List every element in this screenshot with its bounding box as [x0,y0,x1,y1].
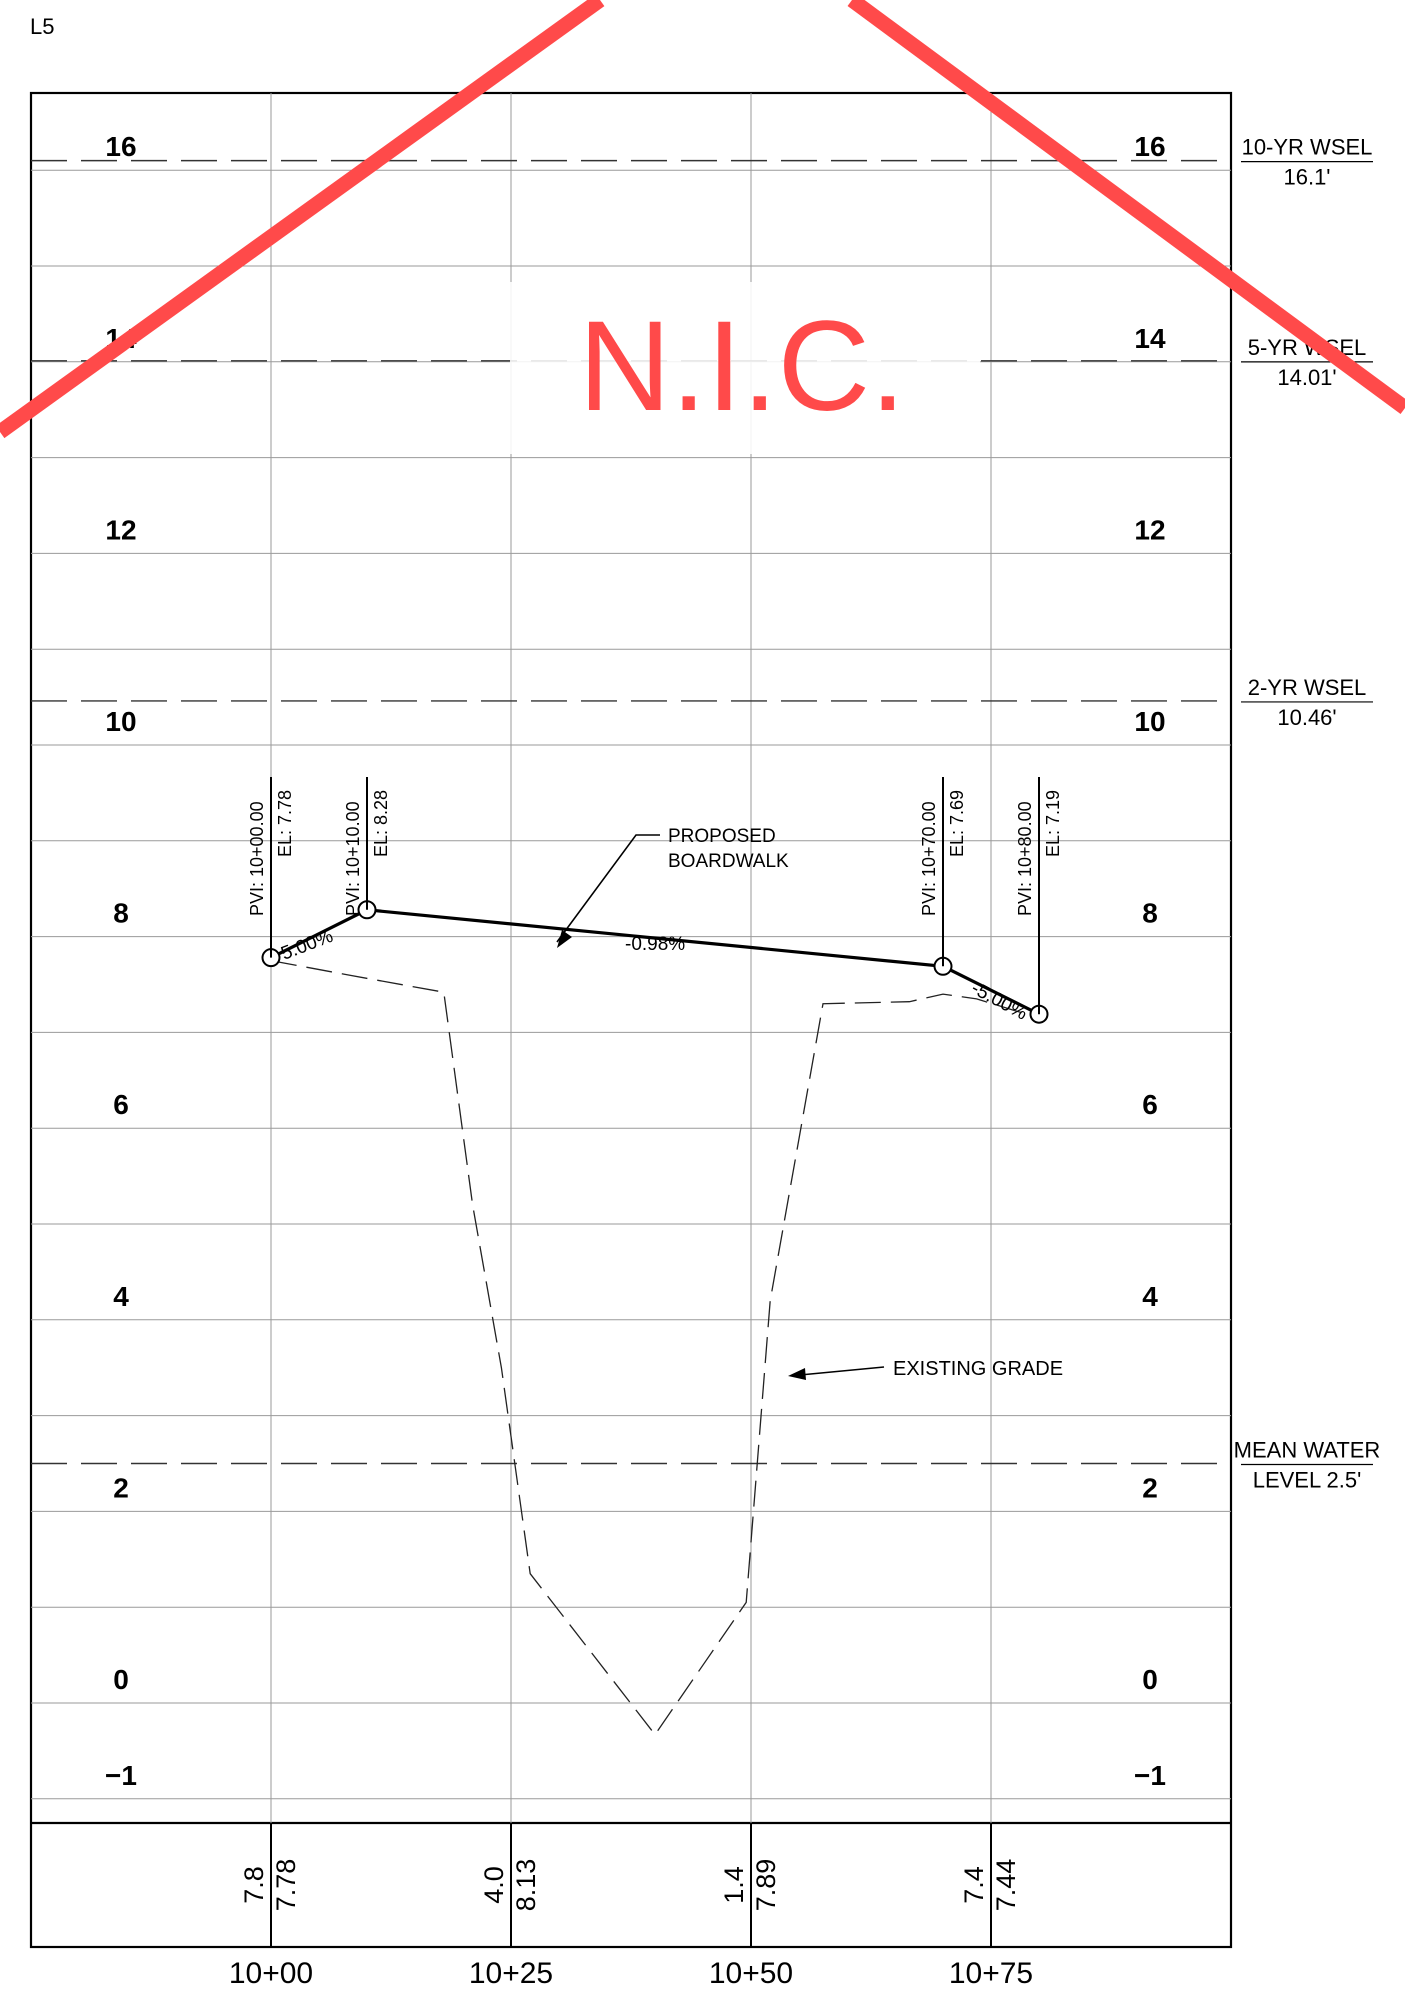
elevation-label-left: 6 [113,1089,129,1120]
proposed-elevation-cell: 7.78 [271,1859,301,1912]
stamp-text: N.I.C. [578,295,905,438]
annotations: 5.00% -0.98% -5.00% PROPOSED BOARDWALK EXISTI… [278,826,1063,1380]
water-level-label: 2-YR WSEL [1248,675,1367,700]
water-level-value: 14.01' [1277,365,1336,390]
elevation-label-left: −1 [105,1760,137,1791]
elevation-label-right: −1 [1134,1760,1166,1791]
proposed-leader [556,834,660,943]
existing-leader [799,1366,885,1376]
elevation-label-left: 16 [105,131,136,162]
nic-stamp: N.I.C. [0,0,1405,454]
existing-elevation-cell: 1.4 [719,1866,749,1904]
stamp-diagonal-right [847,0,1405,415]
pvi-station-label: PVI: 10+00.00 [247,801,267,916]
existing-elevation-cell: 4.0 [479,1866,509,1904]
proposed-elevation-cell: 7.44 [991,1859,1021,1912]
station-label: 10+00 [229,1957,313,1990]
elevation-label-left: 4 [113,1281,129,1312]
pvi-station-label: PVI: 10+70.00 [919,801,939,916]
pvi-station-label: PVI: 10+10.00 [343,801,363,916]
existing-grade-line [270,959,1040,1736]
station-label: 10+25 [469,1957,553,1990]
water-level-value: 16.1' [1283,165,1330,190]
grade-label-1: 5.00% [278,926,336,965]
existing-label: EXISTING GRADE [893,1358,1063,1380]
elevation-label-left: 2 [113,1472,129,1503]
existing-elevation-cell: 7.8 [239,1866,269,1904]
proposed-arrowhead [557,930,572,948]
station-label: 10+50 [709,1957,793,1990]
elevation-label-right: 2 [1142,1472,1158,1503]
pvi-elevation-label: EL: 8.28 [371,790,391,857]
elevation-label-right: 8 [1142,898,1158,929]
elevation-label-right: 12 [1134,514,1165,545]
proposed-profile-line [270,908,1040,1016]
existing-grade [270,959,1040,1736]
stamp-diagonal-left [0,0,605,439]
elevation-label-right: 10 [1134,706,1165,737]
proposed-elevation-cell: 7.89 [751,1859,781,1912]
existing-arrowhead [788,1368,806,1380]
pvi-station-label: PVI: 10+80.00 [1015,801,1035,916]
grade-label-3: -5.00% [968,978,1031,1025]
sheet-frame [29,91,1233,1949]
sheet-tag: L5 [30,14,55,39]
water-level-value: LEVEL 2.5' [1253,1468,1362,1493]
stamp-backdrop [510,282,980,454]
elevation-label-right: 6 [1142,1089,1158,1120]
elevation-label-left: 8 [113,898,129,929]
elevation-label-right: 4 [1142,1281,1158,1312]
elevation-label-left: 10 [105,706,136,737]
water-level-label: MEAN WATER [1234,1438,1381,1463]
pvi-elevation-label: EL: 7.78 [275,790,295,857]
pvi-markers: PVI: 10+00.00 EL: 7.78 PVI: 10+10.00 EL: 8.… [247,777,1063,1024]
elevation-label-right: 16 [1134,131,1165,162]
elevation-label-left: 0 [113,1664,129,1695]
elevation-label-left: 12 [105,514,136,545]
grade-label-2: -0.98% [625,934,685,955]
pvi-elevation-label: EL: 7.69 [947,790,967,857]
water-level-value: 10.46' [1277,705,1336,730]
elevation-label-right: 14 [1134,323,1166,354]
proposed-label-2: BOARDWALK [668,851,789,872]
station-label: 10+75 [949,1957,1033,1990]
water-level-label: 10-YR WSEL [1242,135,1373,160]
pvi-elevation-label: EL: 7.19 [1043,790,1063,857]
proposed-label-1: PROPOSED [668,826,776,847]
existing-elevation-cell: 7.4 [959,1866,989,1904]
proposed-elevation-cell: 8.13 [511,1859,541,1912]
proposed-boardwalk [270,908,1040,1016]
elevation-label-right: 0 [1142,1664,1158,1695]
elevation-table: 7.8 7.78 4.0 8.13 1.4 7.89 7.4 7.44 10+00 10+25 10… [229,1823,1033,1990]
